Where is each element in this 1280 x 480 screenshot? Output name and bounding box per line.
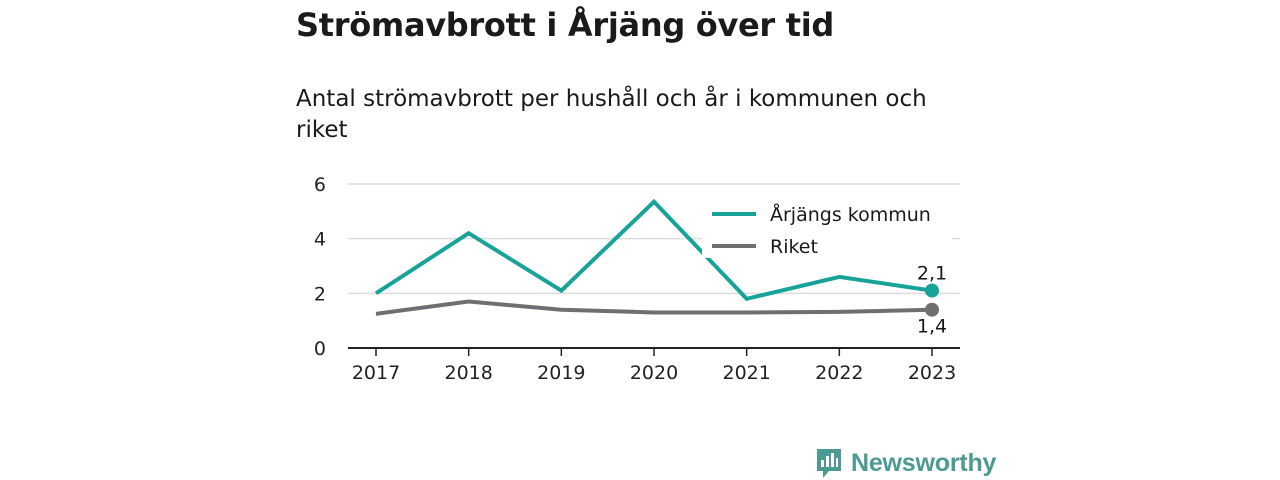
chart-subtitle: Antal strömavbrott per hushåll och år i …	[296, 86, 927, 143]
brand-name: Newsworthy	[851, 448, 997, 477]
series-lines	[374, 198, 933, 316]
y-tick-label: 6	[314, 174, 326, 196]
y-tick-label: 0	[314, 338, 326, 360]
end-marker	[925, 283, 939, 298]
y-tick-label: 2	[314, 283, 326, 305]
legend-label: Årjängs kommun	[770, 203, 931, 226]
x-tick-label: 2023	[908, 362, 956, 384]
x-tick-label: 2021	[722, 362, 770, 384]
x-tick-label: 2018	[444, 362, 492, 384]
end-markers: 2,1 1,4	[917, 263, 947, 338]
chart-container: Strömavbrott i Årjäng över tid Antal str…	[296, 0, 996, 480]
end-marker	[925, 302, 939, 317]
y-tick-label: 4	[314, 229, 326, 251]
y-axis: 0 2 4 6	[314, 174, 326, 360]
x-tick-label: 2022	[815, 362, 863, 384]
series-line-1	[375, 299, 933, 316]
x-tick-label: 2017	[352, 362, 400, 384]
series-line-0	[374, 198, 933, 302]
x-axis: 2017 2018 2019 2020 2021 2022 2023	[348, 347, 960, 384]
legend: Årjängs kommun Riket	[702, 196, 952, 258]
x-tick-label: 2020	[630, 362, 678, 384]
x-tick-label: 2019	[537, 362, 585, 384]
chart-title: Strömavbrott i Årjäng över tid	[296, 6, 835, 44]
newsworthy-logo-icon	[817, 449, 841, 478]
legend-label: Riket	[770, 236, 818, 258]
end-value-label: 1,4	[917, 316, 947, 338]
brand-logo: Newsworthy	[815, 446, 996, 480]
line-chart: 0 2 4 6 2017 2018 2019 2020 2021 2022 2023 Årjäng…	[314, 174, 960, 384]
end-value-label: 2,1	[917, 263, 947, 285]
